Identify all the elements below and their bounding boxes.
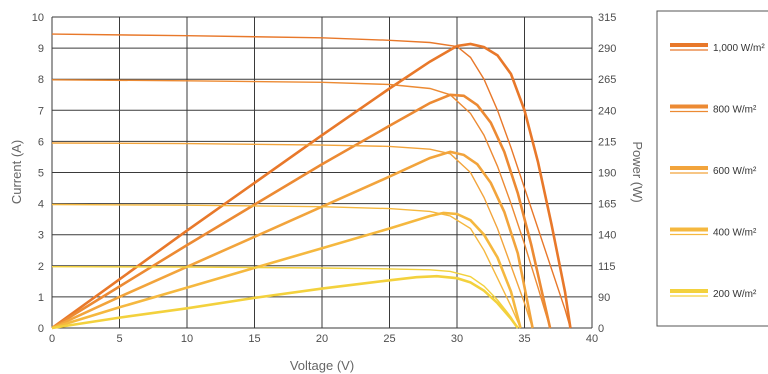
x-tick-label: 40: [586, 333, 598, 345]
legend-label: 200 W/m²: [713, 289, 757, 300]
y-left-tick-label: 7: [38, 105, 44, 117]
y-left-tick-label: 2: [38, 261, 44, 273]
y-left-tick-label: 10: [32, 12, 44, 24]
y-right-tick-label: 140: [598, 230, 616, 242]
iv-curve-line: [51, 79, 551, 329]
iv-curve-line: [51, 33, 572, 329]
power-curve-line: [51, 42, 572, 330]
y-right-tick-label: 190: [598, 168, 616, 180]
x-axis-label: Voltage (V): [290, 358, 354, 373]
y-right-tick-label: 240: [598, 105, 616, 117]
x-tick-label: 35: [518, 333, 530, 345]
y-axis-left-ticks: 0 1 2 3 4 5 6 7 8 9 10: [32, 12, 44, 335]
power-curve-line: [51, 211, 522, 330]
series-group: [51, 33, 572, 330]
y-axis-right-ticks: 0 90 115 140 165 190 215 240 265 290 315: [598, 12, 616, 335]
x-tick-label: 30: [451, 333, 463, 345]
y-right-tick-label: 290: [598, 43, 616, 55]
legend: 1,000 W/m² 800 W/m² 600 W/m² 400 W/m² 200 W/…: [656, 10, 768, 327]
series-group: [51, 266, 519, 330]
y-left-tick-label: 3: [38, 230, 44, 242]
power-curve-line: [51, 93, 552, 330]
legend-label: 400 W/m²: [713, 228, 757, 239]
y-left-tick-label: 6: [38, 136, 44, 148]
x-tick-label: 25: [383, 333, 395, 345]
x-tick-label: 20: [316, 333, 328, 345]
y-left-tick-label: 1: [38, 292, 44, 304]
curves: [51, 33, 572, 330]
legend-label: 600 W/m²: [713, 166, 757, 177]
y-right-tick-label: 265: [598, 74, 616, 86]
y-right-tick-label: 0: [598, 323, 604, 335]
iv-curve-line: [51, 203, 522, 329]
y-left-tick-label: 8: [38, 74, 44, 86]
y-right-tick-label: 165: [598, 199, 616, 211]
y-left-tick-label: 9: [38, 43, 44, 55]
y-right-tick-label: 215: [598, 136, 616, 148]
grid: [51, 16, 593, 329]
series-group: [51, 203, 522, 330]
y-axis-right-label: Power (W): [630, 141, 645, 202]
power-curve-line: [51, 274, 519, 330]
power-curve-line: [51, 150, 534, 330]
y-axis-left-label: Current (A): [9, 140, 24, 204]
x-tick-label: 15: [248, 333, 260, 345]
legend-label: 1,000 W/m²: [713, 43, 765, 54]
legend-label: 800 W/m²: [713, 105, 757, 116]
series-group: [51, 142, 534, 330]
y-left-tick-label: 0: [38, 323, 44, 335]
x-tick-label: 0: [49, 333, 55, 345]
y-right-tick-label: 115: [598, 261, 616, 273]
x-axis-ticks: 0 5 10 15 20 25 30 35 40: [49, 333, 598, 345]
series-group: [51, 79, 552, 330]
y-right-tick-label: 90: [598, 292, 610, 304]
x-tick-label: 10: [181, 333, 193, 345]
x-tick-label: 5: [116, 333, 122, 345]
y-left-tick-label: 4: [38, 199, 44, 211]
iv-curve-line: [51, 266, 519, 329]
y-left-tick-label: 5: [38, 168, 44, 180]
iv-curve-line: [51, 142, 534, 329]
y-right-tick-label: 315: [598, 12, 616, 24]
